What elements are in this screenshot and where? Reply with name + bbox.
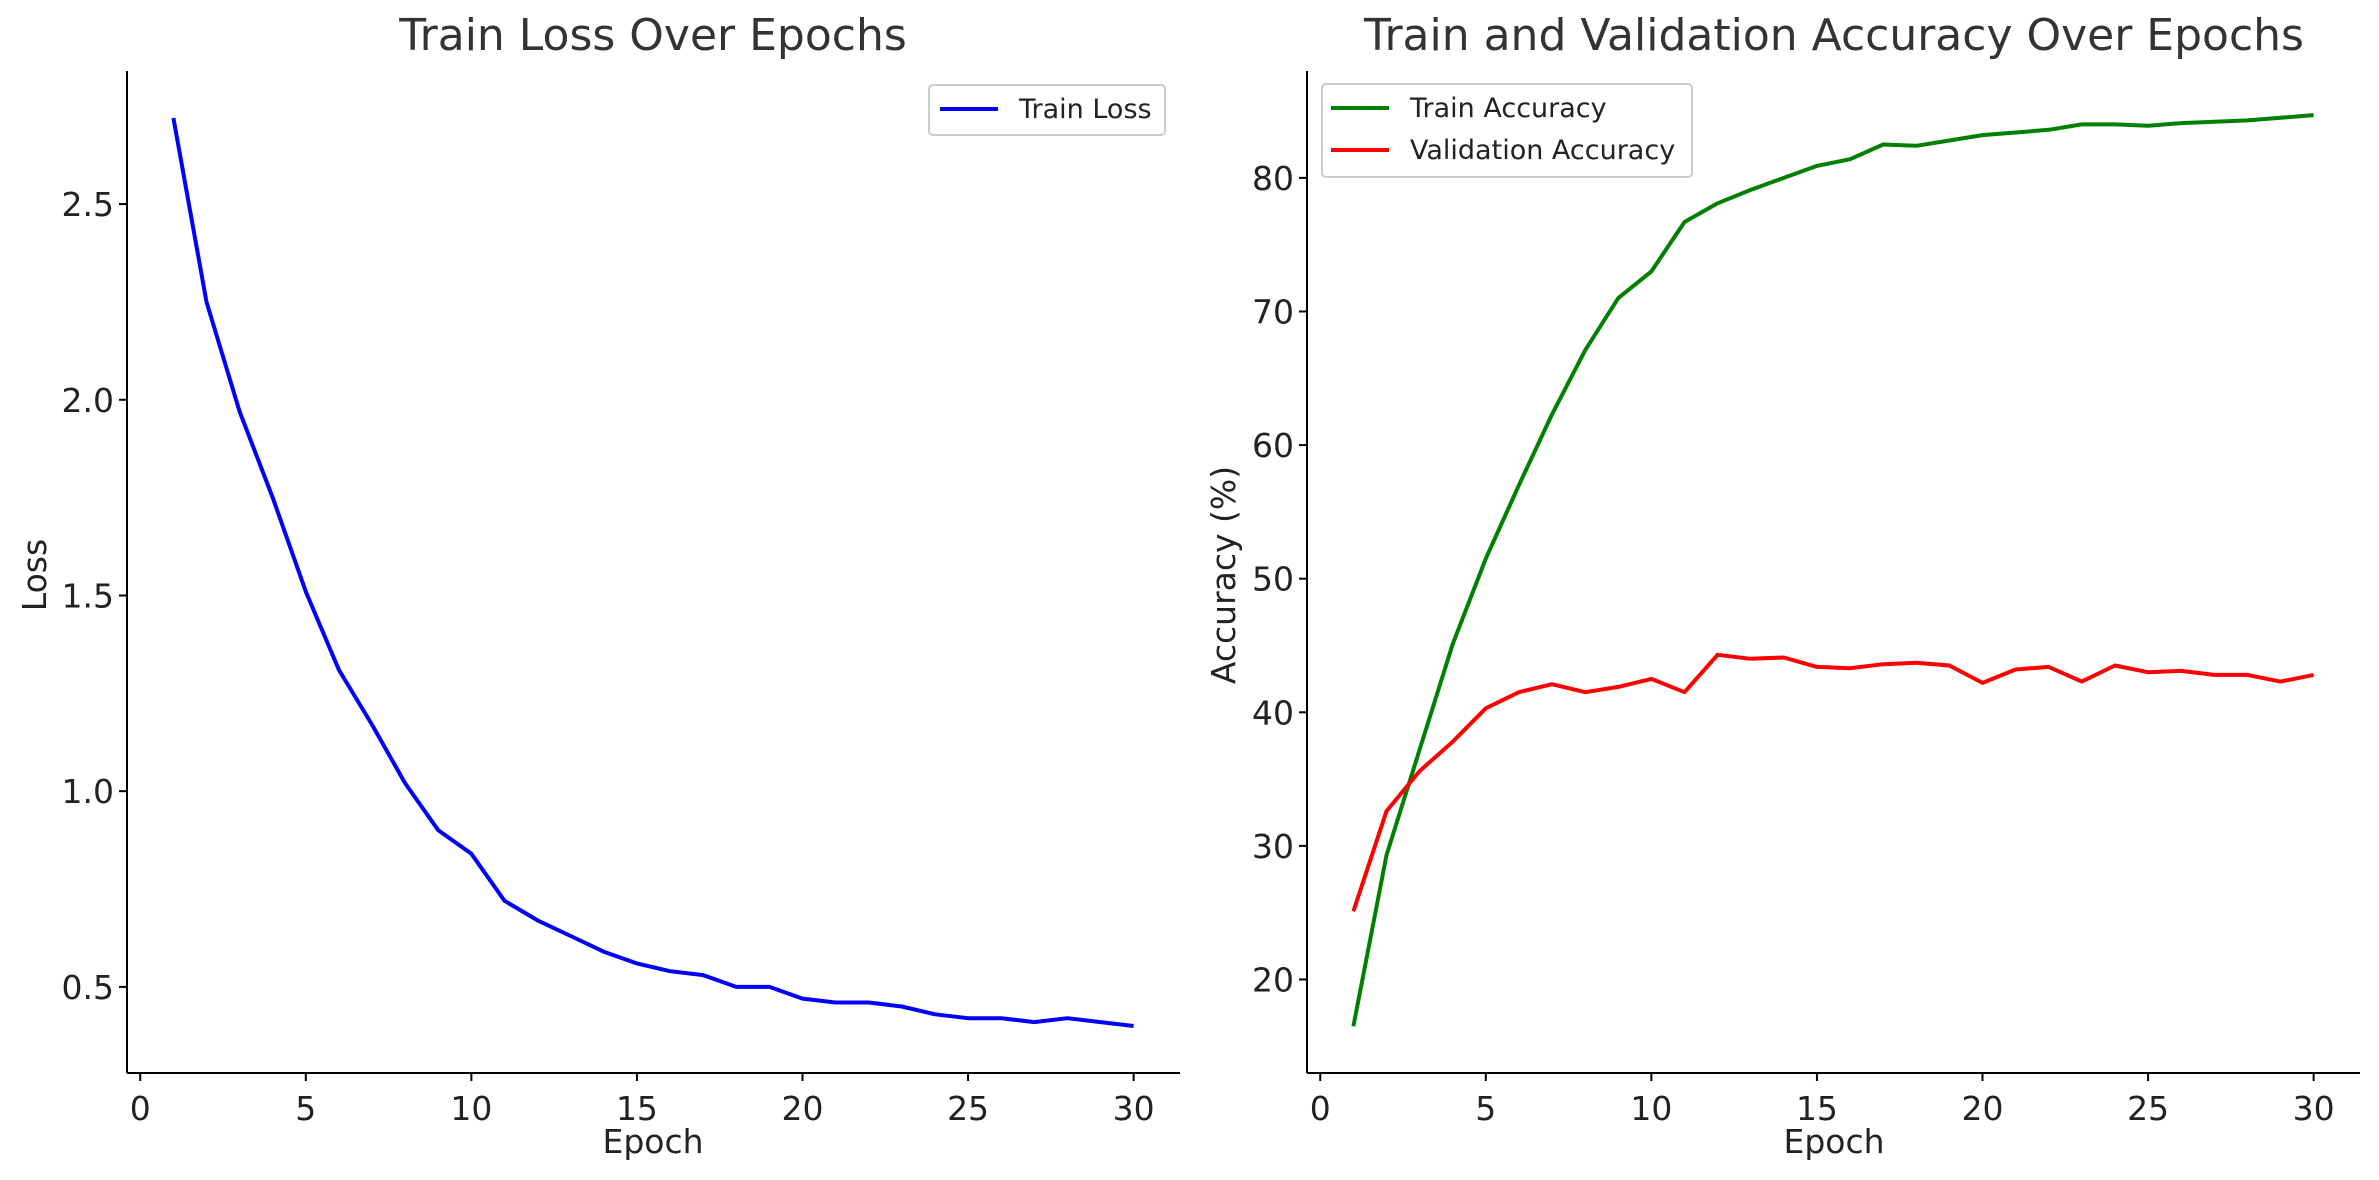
loss-x-axis-label: Epoch: [602, 1122, 703, 1161]
series-line-validation-accuracy: [1351, 652, 2314, 912]
accuracy-y-tick-label: 80: [1252, 159, 1294, 198]
loss-y-tick-label: 0.5: [62, 968, 114, 1007]
loss-chart-title: Train Loss Over Epochs: [398, 10, 907, 61]
accuracy-x-tick-label: 0: [1310, 1089, 1331, 1128]
accuracy-x-tick-label: 25: [2127, 1089, 2169, 1128]
series-line-train-loss: [171, 117, 1134, 1028]
series-line-train-accuracy: [1351, 113, 2314, 1027]
accuracy-x-tick-label: 15: [1796, 1089, 1838, 1128]
accuracy-x-tick-label: 5: [1475, 1089, 1496, 1128]
loss-y-tick-label: 1.0: [62, 772, 114, 811]
accuracy-y-axis-label: Accuracy (%): [1204, 466, 1243, 684]
loss-legend-label-train-loss: Train Loss: [1018, 94, 1152, 125]
accuracy-y-tick-label: 30: [1252, 827, 1294, 866]
loss-x-tick-label: 15: [616, 1089, 658, 1128]
loss-x-tick-label: 25: [947, 1089, 989, 1128]
accuracy-legend-box: [1321, 83, 1693, 178]
accuracy-y-tick-label: 70: [1252, 292, 1294, 331]
loss-y-tick-label: 2.0: [62, 381, 114, 420]
accuracy-chart: Train and Validation Accuracy Over Epoch…: [1204, 10, 2360, 1161]
loss-x-tick-label: 20: [782, 1089, 824, 1128]
accuracy-lines: [1351, 113, 2314, 1027]
accuracy-x-tick-label: 10: [1630, 1089, 1672, 1128]
accuracy-chart-title: Train and Validation Accuracy Over Epoch…: [1363, 10, 2304, 61]
accuracy-legend-label-validation: Validation Accuracy: [1410, 135, 1675, 166]
loss-y-tick-label: 1.5: [62, 576, 114, 615]
loss-x-tick-label: 10: [450, 1089, 492, 1128]
accuracy-x-tick-label: 30: [2293, 1089, 2335, 1128]
accuracy-y-tick-label: 50: [1252, 560, 1294, 599]
accuracy-ticks: 0 5 10 15 20 25 30 20 30 40 50 60 70 80: [1252, 159, 2335, 1128]
loss-y-axis-label: Loss: [15, 539, 54, 611]
accuracy-y-tick-label: 40: [1252, 693, 1294, 732]
loss-legend: Train Loss: [928, 84, 1166, 136]
accuracy-x-axis-label: Epoch: [1783, 1122, 1884, 1161]
loss-lines: [171, 117, 1134, 1028]
accuracy-legend-label-train: Train Accuracy: [1409, 93, 1607, 124]
loss-x-tick-label: 5: [295, 1089, 316, 1128]
accuracy-y-tick-label: 60: [1252, 426, 1294, 465]
loss-chart: Train Loss Over Epochs Epoch Loss 0 5 10 15…: [15, 10, 1180, 1161]
loss-x-tick-label: 0: [130, 1089, 151, 1128]
accuracy-y-tick-label: 20: [1252, 960, 1294, 999]
loss-x-tick-label: 30: [1113, 1089, 1155, 1128]
accuracy-legend: Train Accuracy Validation Accuracy: [1321, 83, 1693, 178]
loss-ticks: 0 5 10 15 20 25 30 0.5 1.0 1.5 2.0 2.5: [62, 185, 1155, 1128]
accuracy-x-tick-label: 20: [1962, 1089, 2004, 1128]
loss-legend-box: [928, 84, 1166, 136]
loss-y-tick-label: 2.5: [62, 185, 114, 224]
